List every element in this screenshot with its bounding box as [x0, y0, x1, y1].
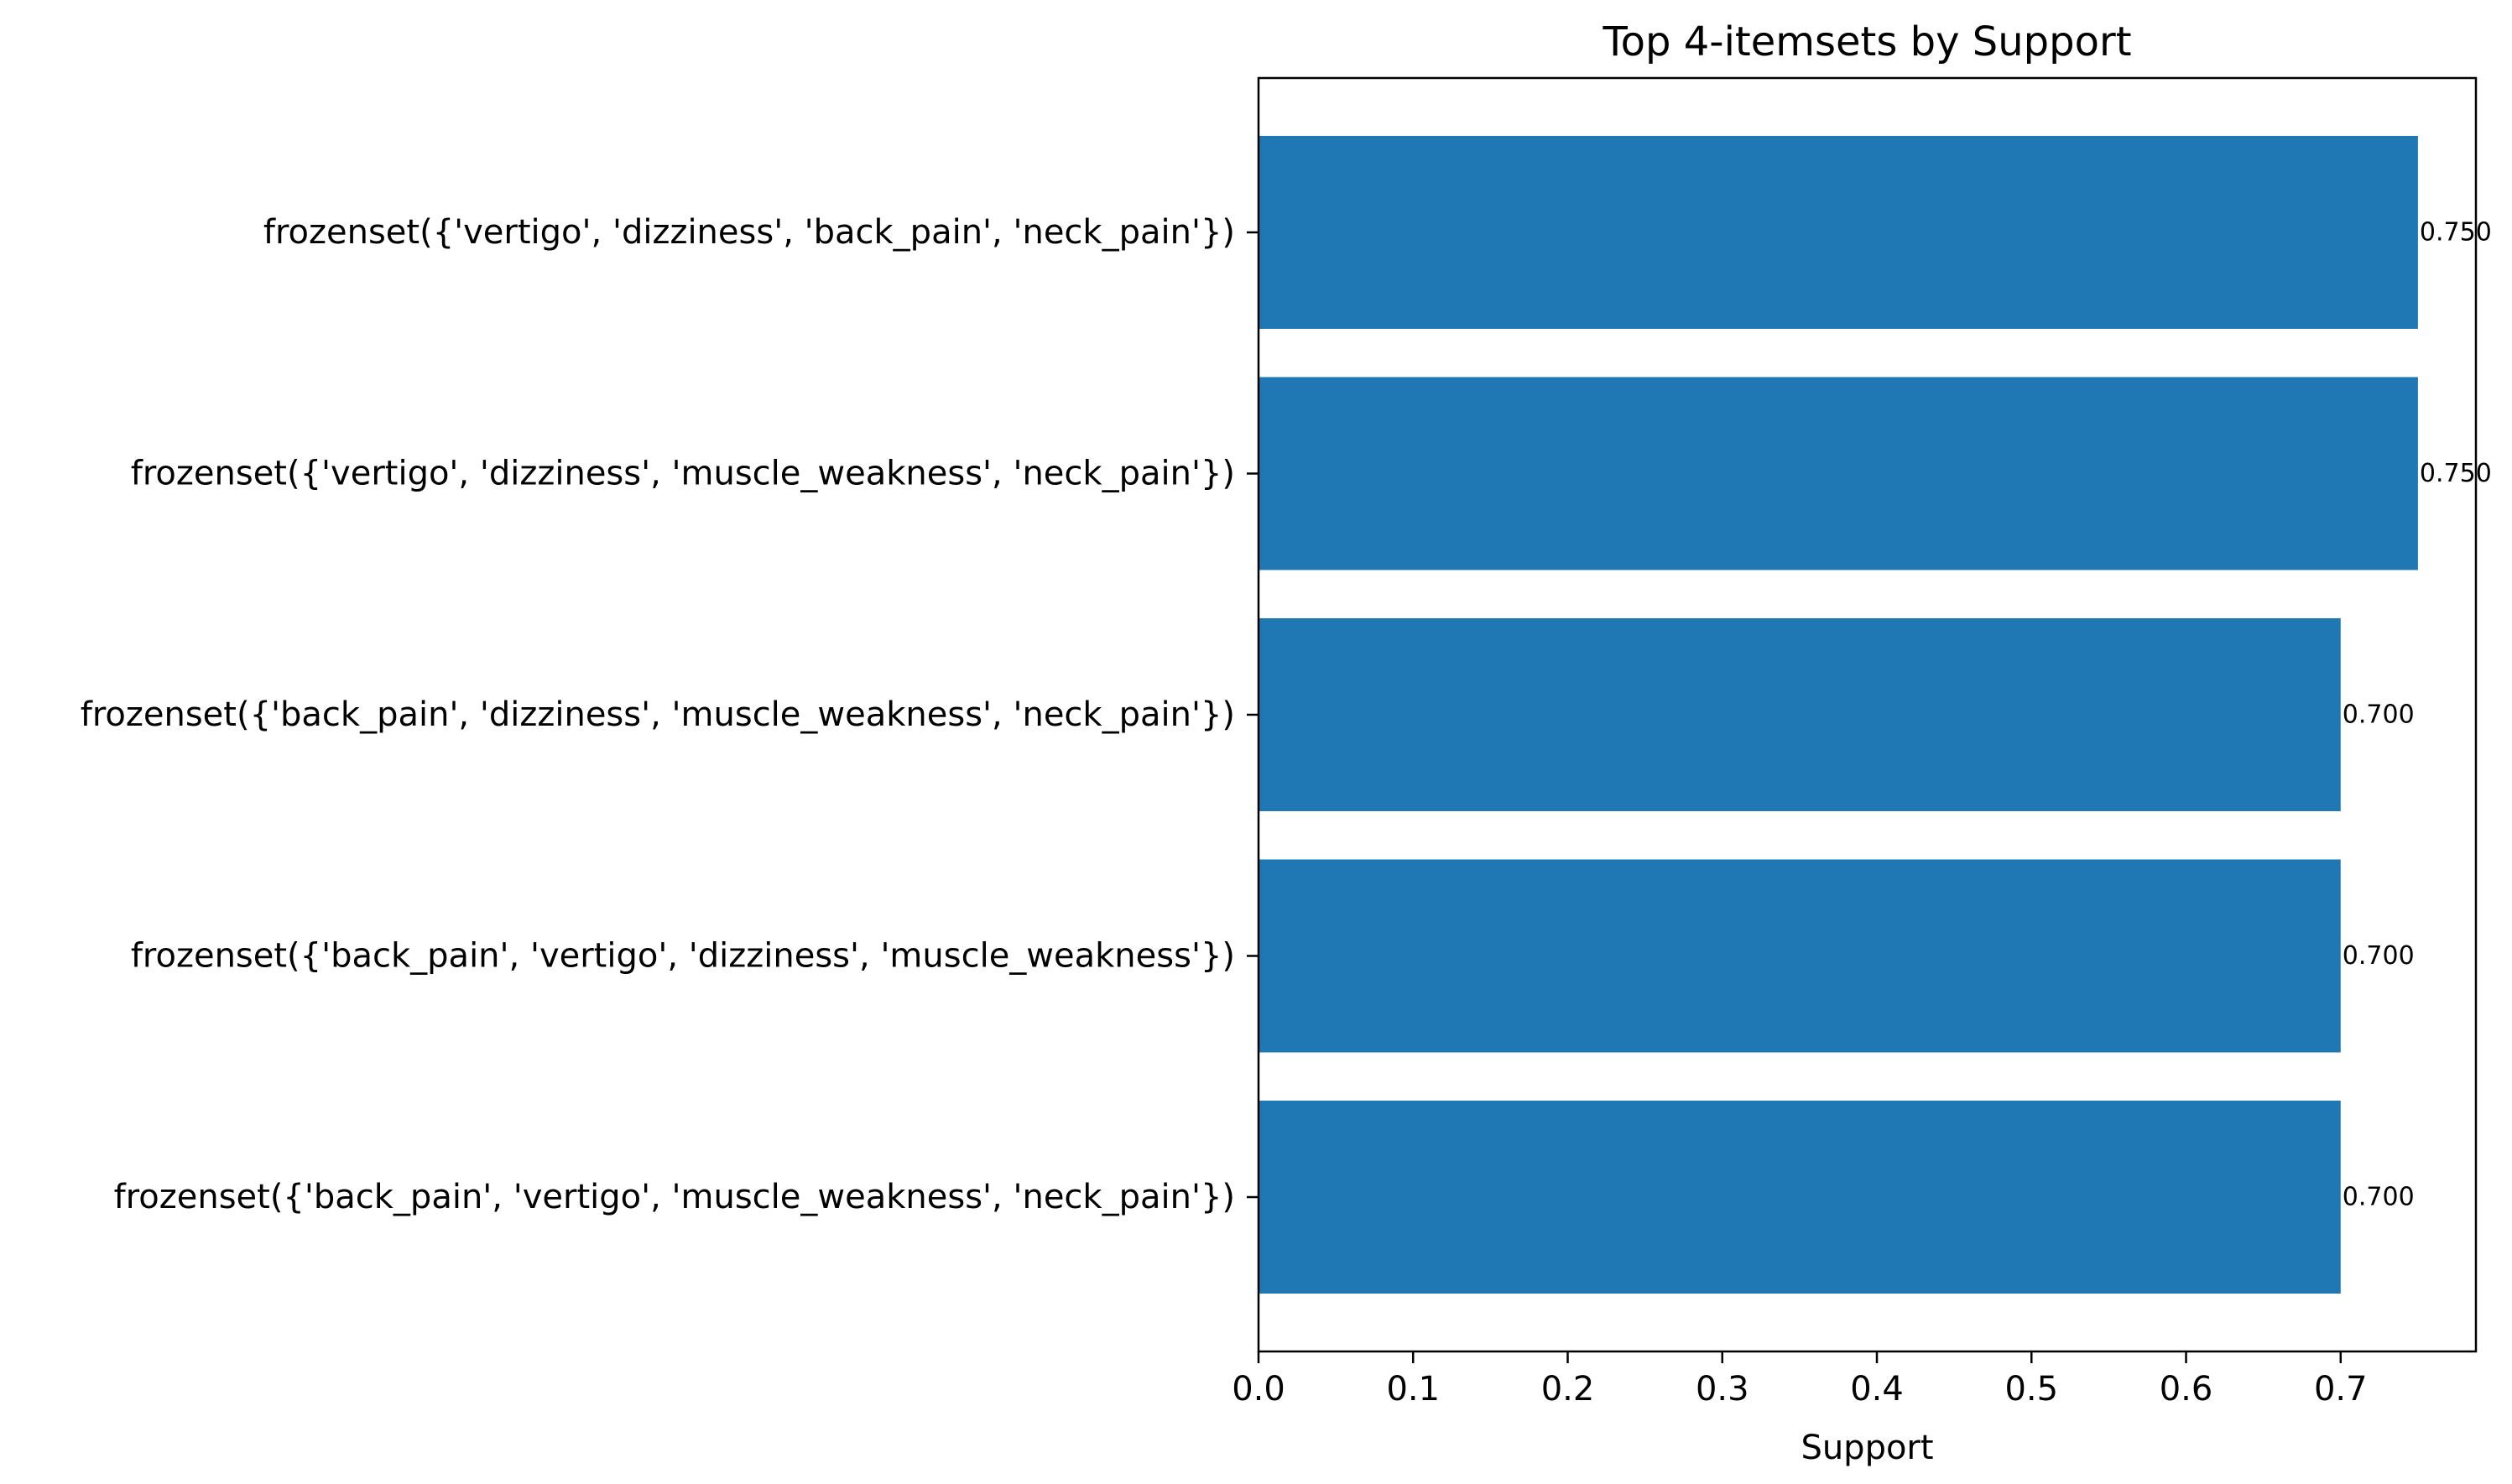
x-tick-label-0: 0.0 — [1232, 1370, 1285, 1408]
x-tick-label-2: 0.2 — [1541, 1370, 1595, 1408]
plot-frame — [1257, 76, 2478, 1353]
bar-4 — [1259, 1101, 2341, 1294]
bar-value-labels: 0.750 0.750 0.700 0.700 0.700 — [2343, 218, 2492, 1212]
bar-2 — [1259, 618, 2341, 811]
chart-title: Top 4-itemsets by Support — [1602, 18, 2131, 65]
bar-value-label-3: 0.700 — [2343, 941, 2415, 971]
x-axis-ticks: 0.0 0.1 0.2 0.3 0.4 0.5 0.6 0.7 — [1232, 1351, 2368, 1408]
y-axis-ticks: frozenset({'vertigo', 'dizziness', 'back… — [81, 213, 1259, 1216]
x-tick-label-1: 0.1 — [1386, 1370, 1440, 1408]
y-tick-label-4: frozenset({'back_pain', 'vertigo', 'musc… — [114, 1178, 1235, 1216]
x-axis-label: Support — [1801, 1429, 1933, 1467]
x-tick-label-6: 0.6 — [2160, 1370, 2213, 1408]
y-tick-label-0: frozenset({'vertigo', 'dizziness', 'back… — [263, 213, 1235, 252]
bar-value-label-4: 0.700 — [2343, 1183, 2415, 1212]
bar-1 — [1259, 377, 2418, 570]
x-tick-label-3: 0.3 — [1696, 1370, 1749, 1408]
x-tick-label-4: 0.4 — [1850, 1370, 1904, 1408]
bar-value-label-1: 0.750 — [2420, 459, 2492, 488]
y-tick-label-1: frozenset({'vertigo', 'dizziness', 'musc… — [131, 455, 1235, 493]
bar-value-label-0: 0.750 — [2420, 218, 2492, 247]
y-tick-label-3: frozenset({'back_pain', 'vertigo', 'dizz… — [131, 937, 1235, 976]
bar-0 — [1259, 136, 2418, 329]
bar-value-label-2: 0.700 — [2343, 700, 2415, 730]
x-tick-label-7: 0.7 — [2314, 1370, 2368, 1408]
bar-3 — [1259, 859, 2341, 1053]
y-tick-label-2: frozenset({'back_pain', 'dizziness', 'mu… — [81, 695, 1235, 734]
bars-layer — [1259, 136, 2418, 1294]
x-tick-label-5: 0.5 — [2004, 1370, 2058, 1408]
